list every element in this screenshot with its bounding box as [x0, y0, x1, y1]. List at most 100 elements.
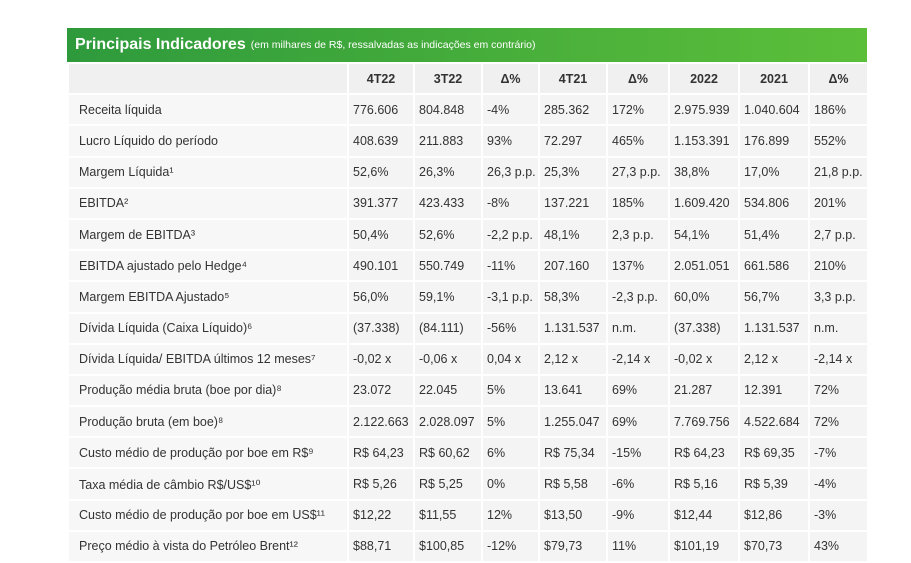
- cell-value: 54,1%: [668, 217, 740, 252]
- cell-value: -0,02 x: [668, 342, 740, 376]
- cell-value: 661.586: [738, 249, 810, 283]
- row-label: Preço médio à vista do Petróleo Brent¹²: [67, 529, 349, 563]
- row-label: Margem EBITDA Ajustado⁵: [67, 280, 349, 314]
- column-header-row: 4T22 3T22 Δ% 4T21 Δ% 2022 2021 Δ%: [67, 61, 869, 96]
- cell-value: (37.338): [668, 311, 740, 345]
- cell-value: 804.848: [413, 93, 483, 127]
- indicators-table: 4T22 3T22 Δ% 4T21 Δ% 2022 2021 Δ% Receita líqui…: [67, 61, 869, 563]
- cell-value: -0,02 x: [347, 342, 415, 376]
- cell-value: 1.131.537: [538, 311, 608, 345]
- indicators-panel: Principais Indicadores (em milhares de R…: [67, 28, 869, 563]
- table-row: Dívida Líquida (Caixa Líquido)⁶ (37.338)(…: [67, 311, 869, 345]
- row-label: Custo médio de produção por boe em R$⁹: [67, 436, 349, 470]
- cell-value: -3,1 p.p.: [481, 280, 540, 314]
- cell-value: 7.769.756: [668, 405, 740, 439]
- cell-value: R$ 5,25: [413, 467, 483, 501]
- cell-value: n.m.: [808, 311, 869, 345]
- row-label: Receita líquida: [67, 93, 349, 127]
- cell-value: 285.362: [538, 93, 608, 127]
- cell-value: 69%: [606, 373, 670, 408]
- corner-cell: [67, 61, 349, 96]
- table-row: EBITDA ajustado pelo Hedge⁴ 490.101 550.74…: [67, 249, 869, 283]
- cell-value: 207.160: [538, 249, 608, 283]
- table-row: Margem Líquida¹ 52,6% 26,3% 26,3 p.p. 25,3% 2…: [67, 155, 869, 189]
- cell-value: n.m.: [606, 311, 670, 345]
- cell-value: 1.131.537: [738, 311, 810, 345]
- cell-value: 423.433: [413, 186, 483, 220]
- row-label: Produção bruta (em boe)⁸: [67, 405, 349, 439]
- cell-value: 25,3%: [538, 155, 608, 189]
- cell-value: $12,22: [347, 498, 415, 532]
- cell-value: 391.377: [347, 186, 415, 220]
- cell-value: 1.609.420: [668, 186, 740, 220]
- cell-value: 185%: [606, 186, 670, 220]
- cell-value: $12,44: [668, 498, 740, 532]
- cell-value: 27,3 p.p.: [606, 155, 670, 189]
- cell-value: R$ 5,16: [668, 467, 740, 501]
- cell-value: 12.391: [738, 373, 810, 408]
- cell-value: 534.806: [738, 186, 810, 220]
- cell-value: 21.287: [668, 373, 740, 408]
- cell-value: -8%: [481, 186, 540, 220]
- cell-value: 48,1%: [538, 217, 608, 252]
- cell-value: 1.153.391: [668, 124, 740, 158]
- cell-value: 72%: [808, 373, 869, 408]
- cell-value: -4%: [808, 467, 869, 501]
- cell-value: $88,71: [347, 529, 415, 563]
- cell-value: 172%: [606, 93, 670, 127]
- cell-value: 186%: [808, 93, 869, 127]
- table-row: Margem de EBITDA³ 50,4% 52,6% -2,2 p.p. 48,1…: [67, 217, 869, 252]
- cell-value: 201%: [808, 186, 869, 220]
- table-row: Margem EBITDA Ajustado⁵ 56,0% 59,1% -3,1 p.…: [67, 280, 869, 314]
- column-header: 2022: [668, 61, 740, 96]
- cell-value: 5%: [481, 405, 540, 439]
- column-header: Δ%: [808, 61, 869, 96]
- cell-value: 2.975.939: [668, 93, 740, 127]
- row-label: Margem de EBITDA³: [67, 217, 349, 252]
- cell-value: 26,3 p.p.: [481, 155, 540, 189]
- cell-value: -2,2 p.p.: [481, 217, 540, 252]
- cell-value: -2,14 x: [808, 342, 869, 376]
- cell-value: 60,0%: [668, 280, 740, 314]
- title: Principais Indicadores: [75, 36, 246, 53]
- cell-value: 2,3 p.p.: [606, 217, 670, 252]
- cell-value: R$ 64,23: [347, 436, 415, 470]
- cell-value: 5%: [481, 373, 540, 408]
- table-row: Dívida Líquida/ EBITDA últimos 12 meses⁷…: [67, 342, 869, 376]
- cell-value: 17,0%: [738, 155, 810, 189]
- cell-value: 59,1%: [413, 280, 483, 314]
- table-row: Preço médio à vista do Petróleo Brent¹² $…: [67, 529, 869, 563]
- cell-value: R$ 75,34: [538, 436, 608, 470]
- table-row: Produção média bruta (boe por dia)⁸ 23.07…: [67, 373, 869, 408]
- cell-value: 4.522.684: [738, 405, 810, 439]
- cell-value: -11%: [481, 249, 540, 283]
- table-row: Receita líquida 776.606 804.848 -4% 285.362 1…: [67, 93, 869, 127]
- column-header: 4T22: [347, 61, 415, 96]
- cell-value: -4%: [481, 93, 540, 127]
- cell-value: -7%: [808, 436, 869, 470]
- cell-value: R$ 5,26: [347, 467, 415, 501]
- cell-value: R$ 5,58: [538, 467, 608, 501]
- row-label: EBITDA²: [67, 186, 349, 220]
- cell-value: 11%: [606, 529, 670, 563]
- cell-value: 3,3 p.p.: [808, 280, 869, 314]
- cell-value: R$ 60,62: [413, 436, 483, 470]
- cell-value: 6%: [481, 436, 540, 470]
- cell-value: 550.749: [413, 249, 483, 283]
- cell-value: 137.221: [538, 186, 608, 220]
- cell-value: -9%: [606, 498, 670, 532]
- table-row: Taxa média de câmbio R$/US$¹⁰ R$ 5,26 R$ 5…: [67, 467, 869, 501]
- cell-value: 52,6%: [413, 217, 483, 252]
- cell-value: 2,12 x: [738, 342, 810, 376]
- cell-value: 776.606: [347, 93, 415, 127]
- cell-value: 176.899: [738, 124, 810, 158]
- cell-value: R$ 5,39: [738, 467, 810, 501]
- cell-value: 21,8 p.p.: [808, 155, 869, 189]
- row-label: Produção média bruta (boe por dia)⁸: [67, 373, 349, 408]
- cell-value: 465%: [606, 124, 670, 158]
- cell-value: 26,3%: [413, 155, 483, 189]
- cell-value: -3%: [808, 498, 869, 532]
- row-label: Custo médio de produção por boe em US$¹¹: [67, 498, 349, 532]
- cell-value: -0,06 x: [413, 342, 483, 376]
- table-row: Custo médio de produção por boe em R$⁹ R$…: [67, 436, 869, 470]
